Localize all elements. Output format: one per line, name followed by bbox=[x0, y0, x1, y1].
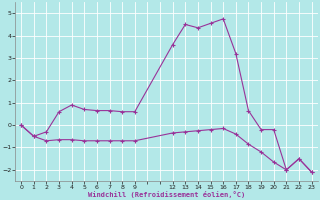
X-axis label: Windchill (Refroidissement éolien,°C): Windchill (Refroidissement éolien,°C) bbox=[88, 191, 245, 198]
